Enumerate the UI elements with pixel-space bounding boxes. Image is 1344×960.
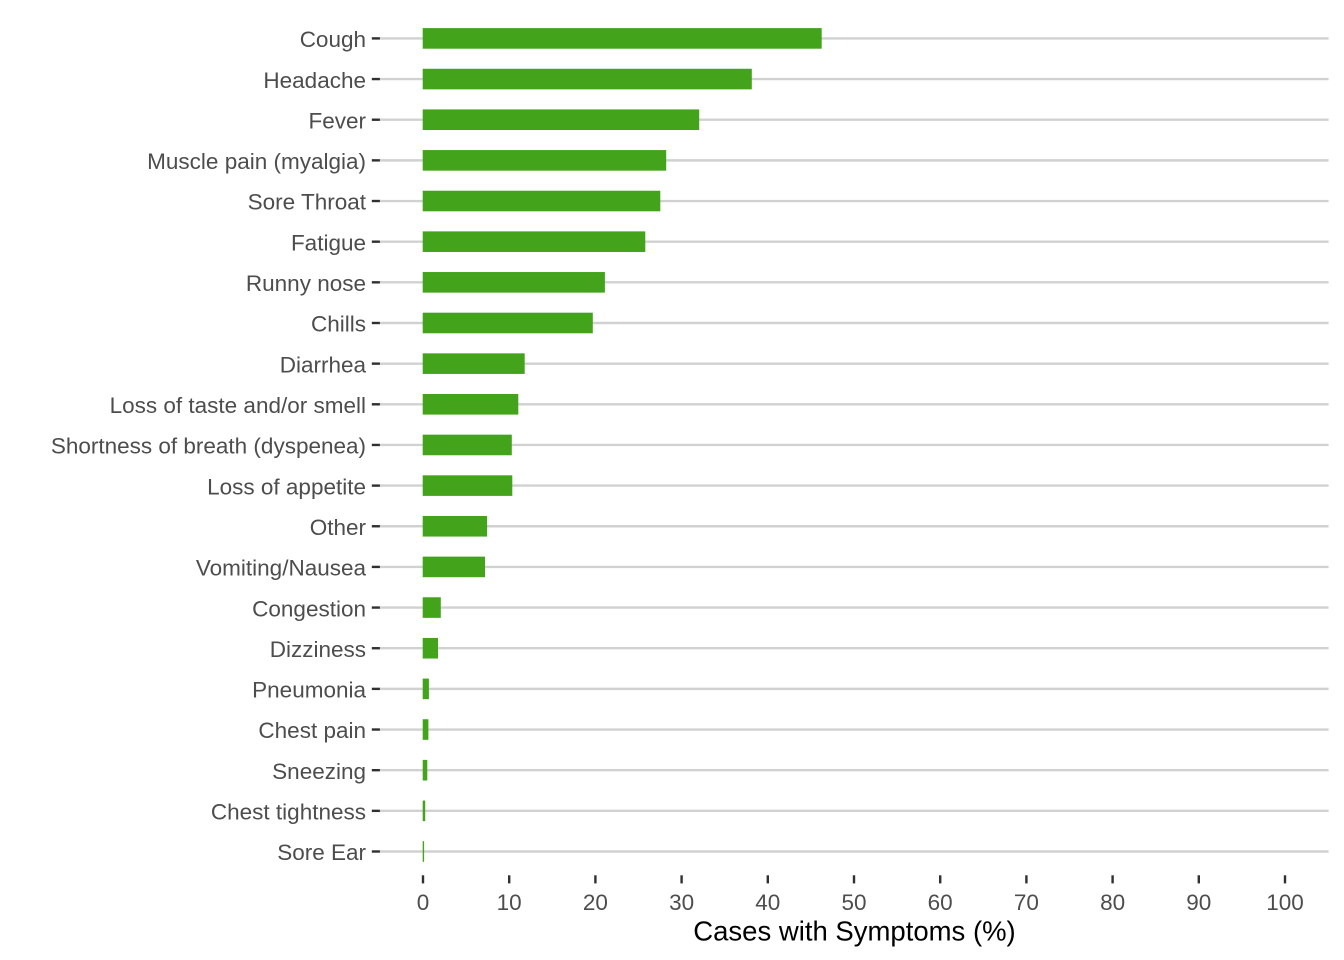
svg-text:0: 0: [417, 890, 430, 915]
svg-text:Pneumonia: Pneumonia: [252, 678, 366, 703]
svg-text:Chest tightness: Chest tightness: [211, 800, 366, 825]
svg-text:10: 10: [497, 890, 522, 915]
svg-text:Runny nose: Runny nose: [246, 271, 366, 296]
svg-text:Chills: Chills: [311, 312, 366, 337]
svg-text:Vomiting/Nausea: Vomiting/Nausea: [196, 556, 367, 581]
svg-text:Cases with Symptoms (%): Cases with Symptoms (%): [693, 915, 1015, 946]
svg-text:Diarrhea: Diarrhea: [280, 352, 367, 377]
svg-text:30: 30: [669, 890, 694, 915]
svg-text:Other: Other: [310, 515, 367, 540]
svg-text:Dizziness: Dizziness: [270, 637, 366, 662]
svg-text:100: 100: [1266, 890, 1304, 915]
svg-text:Sore Ear: Sore Ear: [277, 840, 366, 865]
svg-text:Sore Throat: Sore Throat: [248, 190, 367, 215]
svg-text:20: 20: [583, 890, 608, 915]
svg-text:Loss of taste and/or smell: Loss of taste and/or smell: [110, 393, 366, 418]
svg-text:Congestion: Congestion: [252, 596, 366, 621]
svg-text:80: 80: [1100, 890, 1125, 915]
svg-text:Headache: Headache: [263, 68, 366, 93]
svg-text:90: 90: [1186, 890, 1211, 915]
svg-text:70: 70: [1014, 890, 1039, 915]
svg-text:Chest pain: Chest pain: [258, 718, 366, 743]
svg-text:Fatigue: Fatigue: [291, 230, 366, 255]
svg-text:Muscle pain (myalgia): Muscle pain (myalgia): [147, 149, 366, 174]
svg-text:50: 50: [841, 890, 866, 915]
svg-text:Sneezing: Sneezing: [272, 759, 366, 784]
svg-text:60: 60: [928, 890, 953, 915]
svg-text:Loss of appetite: Loss of appetite: [207, 474, 366, 499]
svg-text:40: 40: [755, 890, 780, 915]
svg-text:Cough: Cough: [300, 27, 366, 52]
svg-text:Shortness of breath (dyspenea): Shortness of breath (dyspenea): [51, 434, 366, 459]
svg-text:Fever: Fever: [308, 108, 366, 133]
